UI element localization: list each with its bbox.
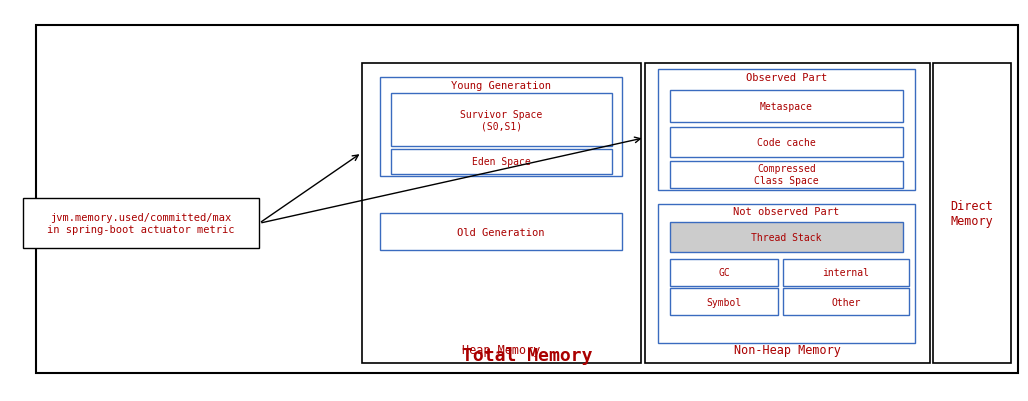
Text: Total Memory: Total Memory [462,346,592,364]
Bar [23,198,259,249]
Bar [391,94,612,146]
Bar [783,259,909,286]
Text: Code cache: Code cache [757,138,816,148]
Bar [658,70,915,190]
Bar [670,91,903,122]
Bar [670,128,903,157]
Bar [670,289,778,316]
Text: jvm.memory.used/committed/max
in spring-boot actuator metric: jvm.memory.used/committed/max in spring-… [47,213,234,234]
Text: GC: GC [719,267,730,277]
Text: Non-Heap Memory: Non-Heap Memory [734,344,841,356]
Text: Old Generation: Old Generation [457,227,545,237]
Bar [380,214,622,251]
Text: Other: Other [832,297,860,307]
Text: Heap Memory: Heap Memory [463,344,541,356]
Text: Metaspace: Metaspace [760,102,813,111]
Bar [645,64,930,363]
Text: Eden Space: Eden Space [472,157,530,167]
Bar [670,259,778,286]
Bar [658,205,915,343]
Bar [362,64,641,363]
Bar [380,78,622,176]
Bar [783,289,909,316]
Text: Young Generation: Young Generation [451,81,551,90]
Bar [391,150,612,174]
Text: Not observed Part: Not observed Part [733,207,840,217]
Bar [36,26,1018,373]
Text: Survivor Space
(S0,S1): Survivor Space (S0,S1) [460,109,543,131]
Text: Observed Part: Observed Part [745,73,828,82]
Bar [933,64,1011,363]
Text: Thread Stack: Thread Stack [751,233,821,243]
Bar [670,223,903,253]
Text: Compressed
Class Space: Compressed Class Space [755,164,818,186]
Text: internal: internal [822,267,870,277]
Text: Direct
Memory: Direct Memory [951,200,993,227]
Text: Symbol: Symbol [706,297,742,307]
Bar [670,161,903,188]
